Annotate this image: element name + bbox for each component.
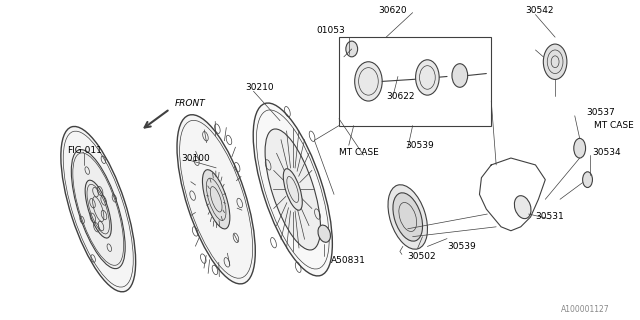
Ellipse shape	[318, 225, 330, 242]
Text: MT CASE: MT CASE	[595, 121, 634, 130]
Text: A50831: A50831	[331, 256, 366, 265]
Ellipse shape	[355, 62, 382, 101]
Ellipse shape	[71, 150, 125, 269]
Ellipse shape	[574, 138, 586, 158]
Ellipse shape	[85, 180, 111, 238]
Ellipse shape	[543, 44, 567, 79]
Text: 30534: 30534	[593, 148, 621, 156]
Ellipse shape	[284, 169, 302, 210]
Text: 30502: 30502	[408, 252, 436, 261]
Ellipse shape	[61, 126, 136, 292]
Text: 30531: 30531	[536, 212, 564, 221]
Ellipse shape	[177, 115, 255, 284]
Text: FRONT: FRONT	[175, 100, 205, 108]
Bar	[339, 37, 492, 126]
Ellipse shape	[202, 170, 230, 229]
Ellipse shape	[346, 41, 358, 57]
Ellipse shape	[388, 185, 428, 249]
Ellipse shape	[515, 196, 531, 219]
Text: 30100: 30100	[182, 154, 211, 163]
Ellipse shape	[582, 172, 593, 188]
Text: 30539: 30539	[447, 242, 476, 251]
Text: 01053: 01053	[316, 26, 345, 35]
Text: 30542: 30542	[525, 6, 554, 15]
Text: 30539: 30539	[404, 141, 433, 150]
Ellipse shape	[452, 64, 468, 87]
Text: 30210: 30210	[246, 83, 275, 92]
Text: MT CASE: MT CASE	[339, 148, 379, 156]
Ellipse shape	[265, 129, 321, 250]
Text: FIG.011: FIG.011	[67, 146, 102, 155]
Text: 30537: 30537	[586, 108, 615, 117]
Text: A100001127: A100001127	[561, 305, 609, 314]
Ellipse shape	[253, 103, 332, 276]
Ellipse shape	[393, 193, 422, 241]
Ellipse shape	[415, 60, 439, 95]
Text: 30620: 30620	[378, 6, 407, 15]
Text: 30622: 30622	[386, 92, 415, 100]
